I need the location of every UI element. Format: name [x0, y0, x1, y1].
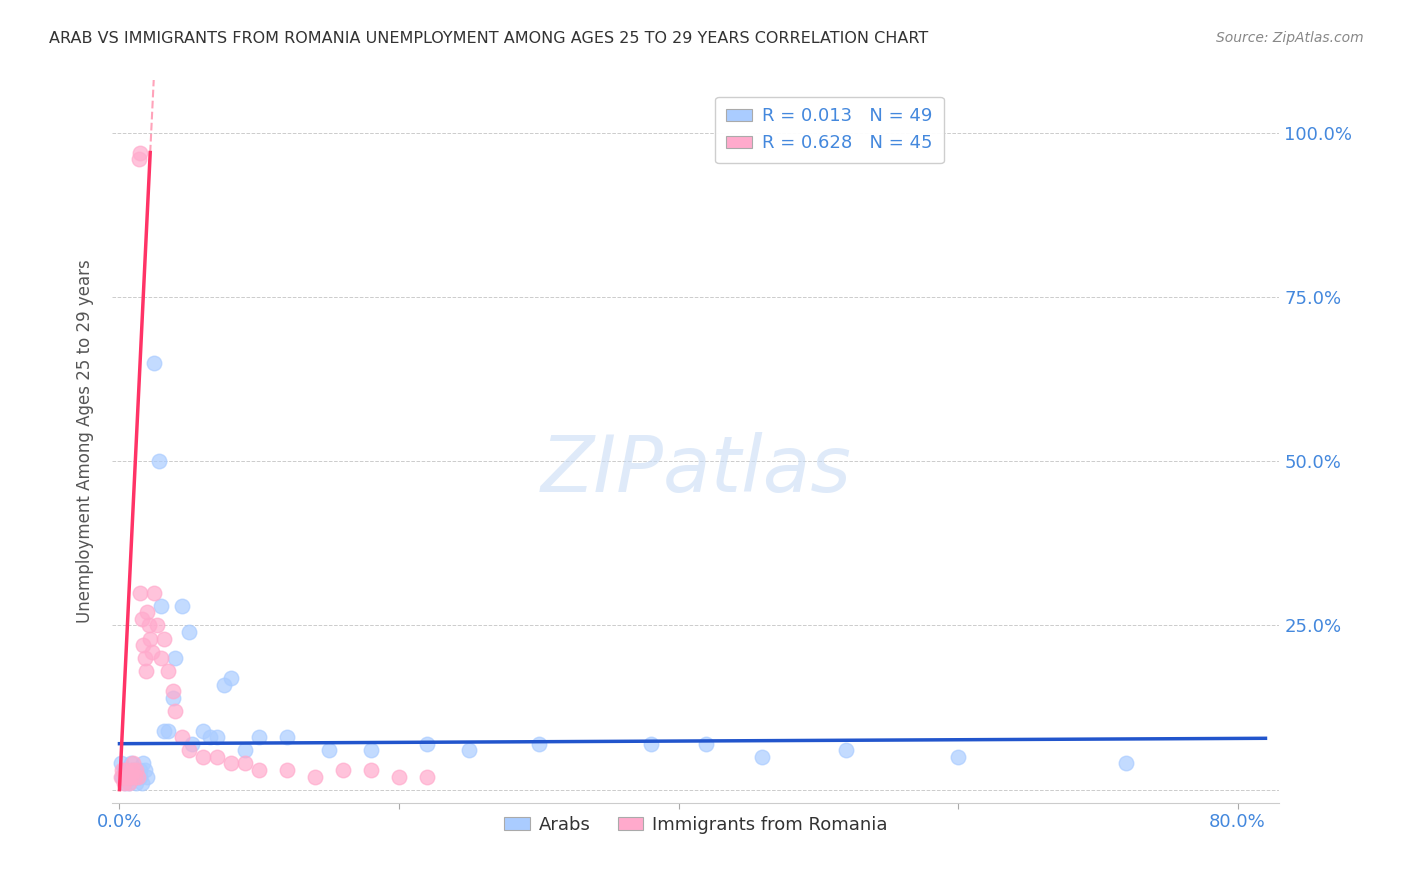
Point [112, 776, 135, 790]
Point [360, 743, 382, 757]
Point [150, 599, 173, 613]
Point [128, 152, 150, 166]
Point [139, 632, 162, 646]
Point [138, 618, 160, 632]
Point [110, 756, 132, 771]
Point [207, 749, 229, 764]
Point [200, 730, 222, 744]
Point [148, 454, 170, 468]
Point [112, 763, 135, 777]
Point [165, 651, 187, 665]
Point [127, 770, 149, 784]
Point [388, 770, 411, 784]
Point [247, 763, 270, 777]
Point [118, 776, 141, 790]
Point [247, 730, 270, 744]
Point [416, 770, 439, 784]
Point [111, 770, 134, 784]
Point [172, 730, 194, 744]
Point [304, 770, 326, 784]
Point [835, 743, 858, 757]
Point [110, 770, 132, 784]
Point [132, 756, 155, 771]
Point [181, 737, 204, 751]
Point [136, 770, 159, 784]
Point [143, 585, 166, 599]
Point [162, 684, 184, 698]
Point [115, 770, 138, 784]
Point [157, 723, 180, 738]
Point [124, 770, 146, 784]
Point [695, 737, 717, 751]
Point [122, 756, 145, 771]
Point [120, 770, 142, 784]
Point [111, 763, 134, 777]
Y-axis label: Unemployment Among Ages 25 to 29 years: Unemployment Among Ages 25 to 29 years [76, 260, 94, 624]
Point [276, 730, 298, 744]
Point [219, 671, 242, 685]
Point [131, 612, 153, 626]
Point [117, 770, 139, 784]
Point [114, 770, 136, 784]
Point [121, 763, 143, 777]
Point [115, 763, 138, 777]
Point [946, 749, 969, 764]
Point [153, 723, 176, 738]
Point [114, 776, 136, 790]
Point [172, 599, 194, 613]
Legend: Arabs, Immigrants from Romania: Arabs, Immigrants from Romania [498, 808, 894, 841]
Point [134, 651, 156, 665]
Point [150, 651, 173, 665]
Point [124, 770, 146, 784]
Point [179, 625, 201, 640]
Point [360, 763, 382, 777]
Point [179, 743, 201, 757]
Point [125, 763, 148, 777]
Point [121, 763, 143, 777]
Point [219, 756, 242, 771]
Text: ARAB VS IMMIGRANTS FROM ROMANIA UNEMPLOYMENT AMONG AGES 25 TO 29 YEARS CORRELATI: ARAB VS IMMIGRANTS FROM ROMANIA UNEMPLOY… [49, 31, 928, 46]
Point [751, 749, 773, 764]
Point [115, 763, 138, 777]
Point [120, 756, 142, 771]
Point [117, 770, 139, 784]
Text: ZIPatlas: ZIPatlas [540, 433, 852, 508]
Point [141, 645, 163, 659]
Point [640, 737, 662, 751]
Point [165, 704, 187, 718]
Point [214, 677, 236, 691]
Point [135, 665, 157, 679]
Point [457, 743, 479, 757]
Point [122, 763, 145, 777]
Point [129, 585, 152, 599]
Point [131, 776, 153, 790]
Point [233, 756, 256, 771]
Point [129, 770, 152, 784]
Point [1115, 756, 1137, 771]
Point [162, 690, 184, 705]
Point [118, 776, 141, 790]
Point [129, 763, 152, 777]
Point [276, 763, 298, 777]
Point [136, 605, 159, 619]
Point [157, 665, 180, 679]
Point [527, 737, 550, 751]
Point [233, 743, 256, 757]
Point [193, 749, 215, 764]
Point [193, 723, 215, 738]
Point [132, 638, 155, 652]
Point [115, 770, 138, 784]
Point [318, 743, 340, 757]
Point [146, 618, 169, 632]
Point [143, 356, 166, 370]
Point [416, 737, 439, 751]
Text: Source: ZipAtlas.com: Source: ZipAtlas.com [1216, 31, 1364, 45]
Point [332, 763, 354, 777]
Point [125, 776, 148, 790]
Point [129, 145, 152, 160]
Point [134, 763, 156, 777]
Point [153, 632, 176, 646]
Point [127, 770, 149, 784]
Point [207, 730, 229, 744]
